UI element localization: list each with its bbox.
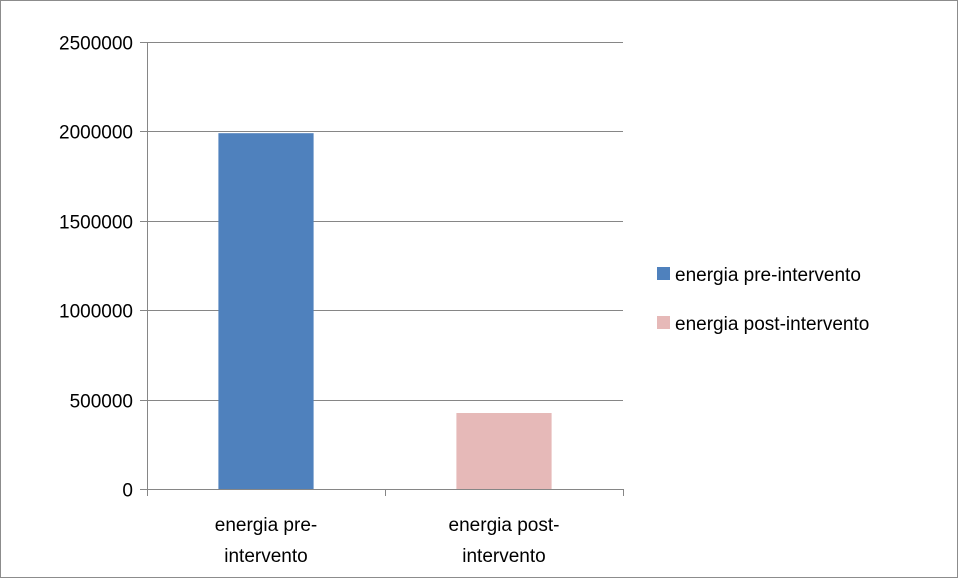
y-tick-label: 2000000 xyxy=(59,123,133,144)
legend: energia pre-intervento energia post-inter… xyxy=(657,265,869,335)
y-tick-label: 0 xyxy=(122,481,133,502)
bars xyxy=(218,133,552,490)
category-label-line: intervento xyxy=(224,546,307,567)
legend-label: energia pre-intervento xyxy=(675,265,861,286)
bar-pre-intervento xyxy=(218,133,314,490)
y-tick-labels: 0 500000 1000000 1500000 2000000 2500000 xyxy=(59,34,133,502)
bar-post-intervento xyxy=(456,413,552,489)
legend-label: energia post-intervento xyxy=(675,314,869,335)
category-label-line: energia post- xyxy=(449,515,560,536)
category-label-line: intervento xyxy=(462,546,545,567)
legend-swatch xyxy=(657,267,670,280)
y-tick-label: 1000000 xyxy=(59,302,133,323)
axes xyxy=(140,42,624,496)
category-labels: energia pre-intervento energia post-inter… xyxy=(215,515,560,567)
y-tick-label: 500000 xyxy=(70,392,133,413)
y-tick-label: 2500000 xyxy=(59,34,133,55)
category-label-line: energia pre- xyxy=(215,515,317,536)
legend-swatch xyxy=(657,316,670,329)
y-tick-label: 1500000 xyxy=(59,213,133,234)
